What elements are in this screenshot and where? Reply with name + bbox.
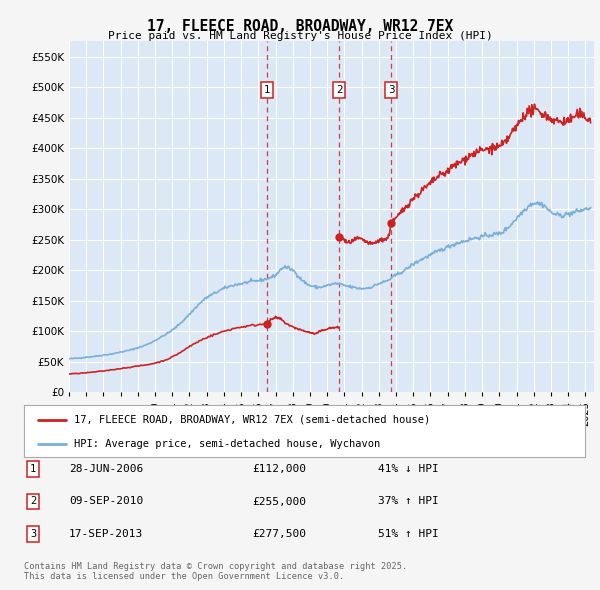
Text: HPI: Average price, semi-detached house, Wychavon: HPI: Average price, semi-detached house,… — [74, 440, 381, 449]
Text: 3: 3 — [388, 85, 394, 95]
Text: 17-SEP-2013: 17-SEP-2013 — [69, 529, 143, 539]
Text: 17, FLEECE ROAD, BROADWAY, WR12 7EX: 17, FLEECE ROAD, BROADWAY, WR12 7EX — [147, 19, 453, 34]
Text: Contains HM Land Registry data © Crown copyright and database right 2025.
This d: Contains HM Land Registry data © Crown c… — [24, 562, 407, 581]
Text: 17, FLEECE ROAD, BROADWAY, WR12 7EX (semi-detached house): 17, FLEECE ROAD, BROADWAY, WR12 7EX (sem… — [74, 415, 431, 425]
Text: 1: 1 — [263, 85, 270, 95]
Text: 41% ↓ HPI: 41% ↓ HPI — [378, 464, 439, 474]
Text: £277,500: £277,500 — [252, 529, 306, 539]
Text: 2: 2 — [30, 497, 36, 506]
Text: £112,000: £112,000 — [252, 464, 306, 474]
Text: 37% ↑ HPI: 37% ↑ HPI — [378, 497, 439, 506]
Text: 51% ↑ HPI: 51% ↑ HPI — [378, 529, 439, 539]
Text: 2: 2 — [336, 85, 343, 95]
Text: 09-SEP-2010: 09-SEP-2010 — [69, 497, 143, 506]
Text: £255,000: £255,000 — [252, 497, 306, 506]
Text: 1: 1 — [30, 464, 36, 474]
Text: Price paid vs. HM Land Registry's House Price Index (HPI): Price paid vs. HM Land Registry's House … — [107, 31, 493, 41]
Text: 3: 3 — [30, 529, 36, 539]
Text: 28-JUN-2006: 28-JUN-2006 — [69, 464, 143, 474]
